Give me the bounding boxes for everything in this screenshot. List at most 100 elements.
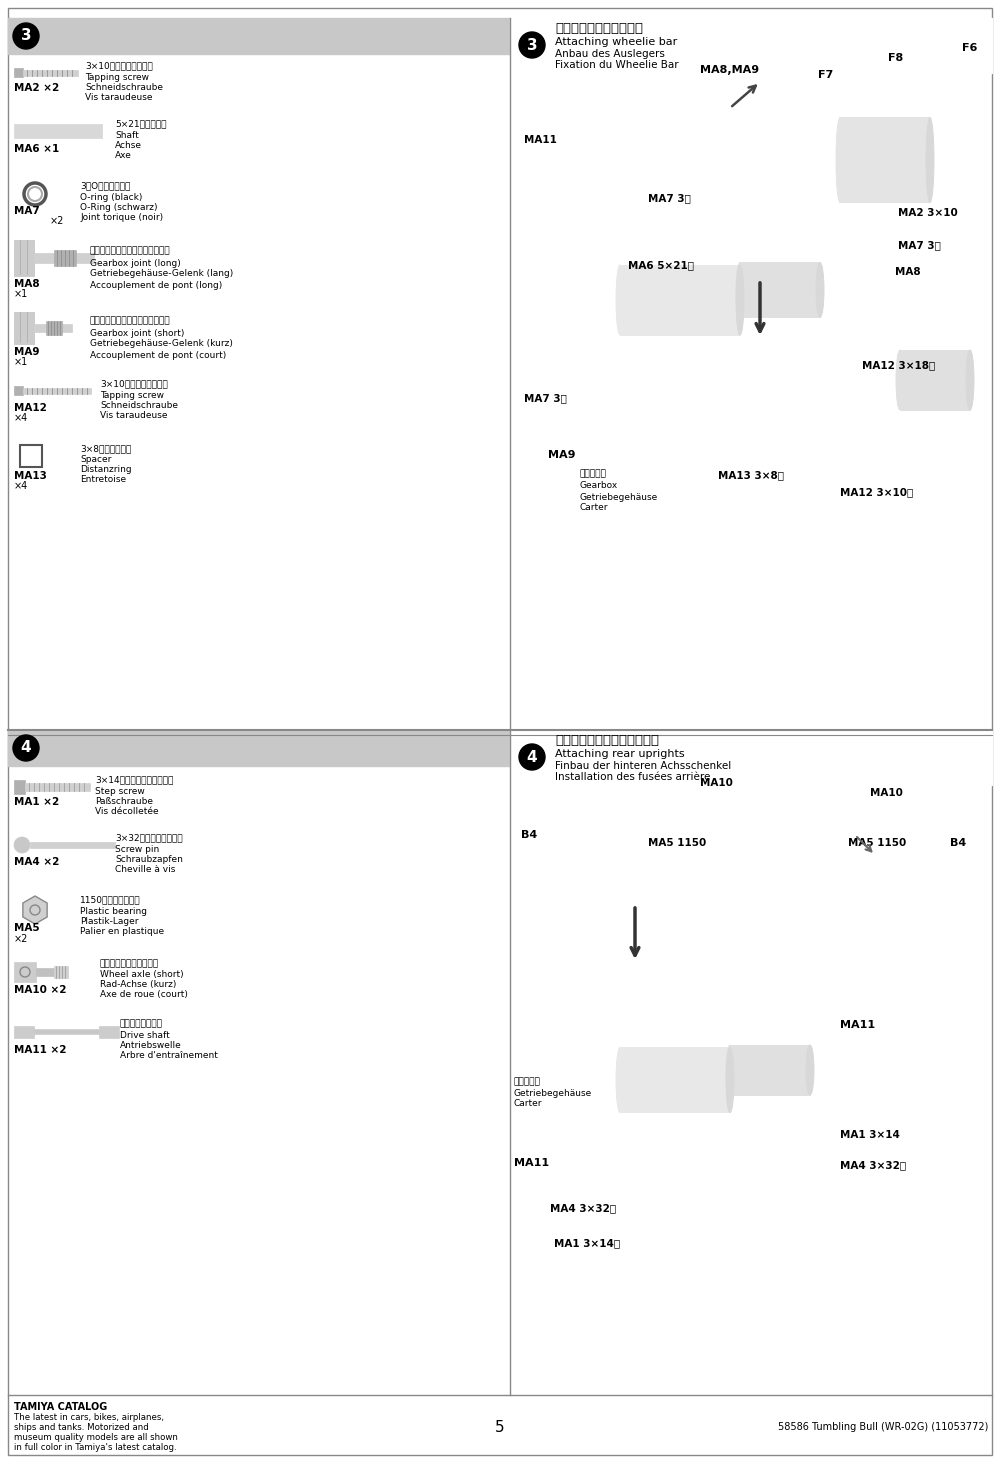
Bar (54, 965, 68, 979)
Text: MA10: MA10 (870, 788, 903, 798)
Text: Gearbox joint (long): Gearbox joint (long) (90, 258, 181, 268)
Text: Plastic bearing: Plastic bearing (80, 907, 147, 916)
Text: Shaft: Shaft (115, 130, 139, 139)
Ellipse shape (896, 350, 904, 410)
Text: MA12 3×18㎜: MA12 3×18㎜ (862, 360, 935, 371)
Text: ギヤーボックスジョイント（長）: ギヤーボックスジョイント（長） (90, 246, 171, 255)
Text: ギヤケース: ギヤケース (580, 469, 607, 479)
Bar (30, 842, 115, 848)
Bar (14, 963, 36, 982)
Text: MA7 3㎜: MA7 3㎜ (898, 240, 941, 251)
Text: Paßschraube: Paßschraube (95, 797, 153, 806)
Text: ships and tanks. Motorized and: ships and tanks. Motorized and (14, 1424, 149, 1433)
Text: B4: B4 (521, 831, 537, 839)
Bar (620, 1047, 730, 1112)
Text: Step screw: Step screw (95, 787, 145, 795)
Ellipse shape (806, 1045, 814, 1094)
Text: B4: B4 (950, 838, 966, 848)
Text: 3×8㎜スペーサー: 3×8㎜スペーサー (80, 444, 131, 454)
Text: ホイールアクスル（短）: ホイールアクスル（短） (100, 960, 159, 968)
Bar (8, 730, 510, 766)
Text: The latest in cars, bikes, airplanes,: The latest in cars, bikes, airplanes, (14, 1414, 164, 1423)
Text: MA1 3×14: MA1 3×14 (840, 1130, 900, 1140)
Text: 1150プラベアリング: 1150プラベアリング (80, 895, 141, 904)
Bar (99, 1026, 119, 1039)
Text: MA8: MA8 (895, 267, 921, 277)
Text: Getriebegehäuse-Gelenk (lang): Getriebegehäuse-Gelenk (lang) (90, 270, 233, 278)
Text: MA2 ×2: MA2 ×2 (14, 84, 59, 92)
Bar (14, 779, 25, 794)
Text: MA5 1150: MA5 1150 (648, 838, 706, 848)
Text: MA12: MA12 (14, 403, 47, 413)
Text: Axe: Axe (115, 151, 132, 160)
Circle shape (14, 837, 30, 853)
Text: 3: 3 (527, 38, 537, 53)
Text: MA4 ×2: MA4 ×2 (14, 857, 59, 867)
Bar (34, 253, 94, 264)
Text: 4: 4 (21, 740, 31, 756)
Circle shape (13, 23, 39, 48)
Bar (14, 312, 34, 344)
Bar (23, 388, 91, 394)
Text: Cheville à vis: Cheville à vis (115, 864, 175, 873)
Bar (34, 1028, 99, 1034)
Ellipse shape (726, 1045, 734, 1094)
Text: Carter: Carter (514, 1100, 542, 1109)
Text: F8: F8 (888, 53, 903, 63)
Ellipse shape (836, 117, 844, 202)
Bar (510, 730, 992, 785)
Text: MA10: MA10 (700, 778, 733, 788)
Text: F7: F7 (818, 70, 833, 81)
Text: ×2: ×2 (14, 935, 28, 943)
Text: Schraubzapfen: Schraubzapfen (115, 854, 183, 863)
Text: Carter: Carter (580, 504, 608, 513)
Text: 5×21㎜シャフト: 5×21㎜シャフト (115, 120, 166, 129)
Text: Vis taraudeuse: Vis taraudeuse (85, 92, 152, 101)
Text: Attaching wheelie bar: Attaching wheelie bar (555, 37, 677, 47)
Text: Fixation du Wheelie Bar: Fixation du Wheelie Bar (555, 60, 679, 70)
Bar (14, 125, 102, 138)
Text: 3: 3 (21, 28, 31, 44)
Text: Schneidschraube: Schneidschraube (85, 82, 163, 91)
Text: F6: F6 (962, 42, 977, 53)
Text: MA7: MA7 (14, 207, 40, 215)
Text: MA2 3×10: MA2 3×10 (898, 208, 958, 218)
Text: Screw pin: Screw pin (115, 844, 159, 854)
Bar (14, 385, 23, 396)
Text: Arbre d'entraînement: Arbre d'entraînement (120, 1050, 218, 1059)
Bar (730, 1045, 810, 1094)
Circle shape (13, 735, 39, 760)
Ellipse shape (966, 350, 974, 410)
Text: MA5: MA5 (14, 923, 40, 933)
Text: MA8: MA8 (14, 278, 40, 289)
Bar (740, 262, 820, 316)
Text: Axe de roue (court): Axe de roue (court) (100, 990, 188, 999)
Circle shape (519, 32, 545, 59)
Text: MA9: MA9 (548, 450, 576, 460)
Bar (23, 70, 78, 76)
Bar (14, 1026, 34, 1039)
Text: Tapping screw: Tapping screw (85, 72, 149, 82)
Text: 4: 4 (527, 750, 537, 765)
Text: MA7 3㎜: MA7 3㎜ (648, 193, 691, 204)
Text: O-Ring (schwarz): O-Ring (schwarz) (80, 202, 158, 211)
Text: MA9: MA9 (14, 347, 40, 357)
Text: MA6 5×21㎜: MA6 5×21㎜ (628, 259, 694, 270)
Ellipse shape (726, 1047, 734, 1112)
Text: MA10 ×2: MA10 ×2 (14, 984, 66, 995)
Text: リヤアップライトの取り付け: リヤアップライトの取り付け (555, 734, 659, 747)
Bar (620, 265, 740, 335)
Text: ギヤケース: ギヤケース (514, 1077, 541, 1087)
Text: Getriebegehäuse-Gelenk (kurz): Getriebegehäuse-Gelenk (kurz) (90, 340, 233, 349)
Text: 3×14㎜段付タッピングビス: 3×14㎜段付タッピングビス (95, 775, 173, 784)
Text: ×1: ×1 (14, 357, 28, 368)
Bar (46, 321, 62, 335)
Text: ×1: ×1 (14, 289, 28, 299)
Text: museum quality models are all shown: museum quality models are all shown (14, 1433, 178, 1443)
Bar (840, 117, 930, 202)
Ellipse shape (736, 265, 744, 335)
Text: ×4: ×4 (14, 413, 28, 423)
Bar (36, 968, 54, 976)
Text: MA4 3×32㎜: MA4 3×32㎜ (550, 1203, 616, 1213)
Ellipse shape (616, 265, 624, 335)
